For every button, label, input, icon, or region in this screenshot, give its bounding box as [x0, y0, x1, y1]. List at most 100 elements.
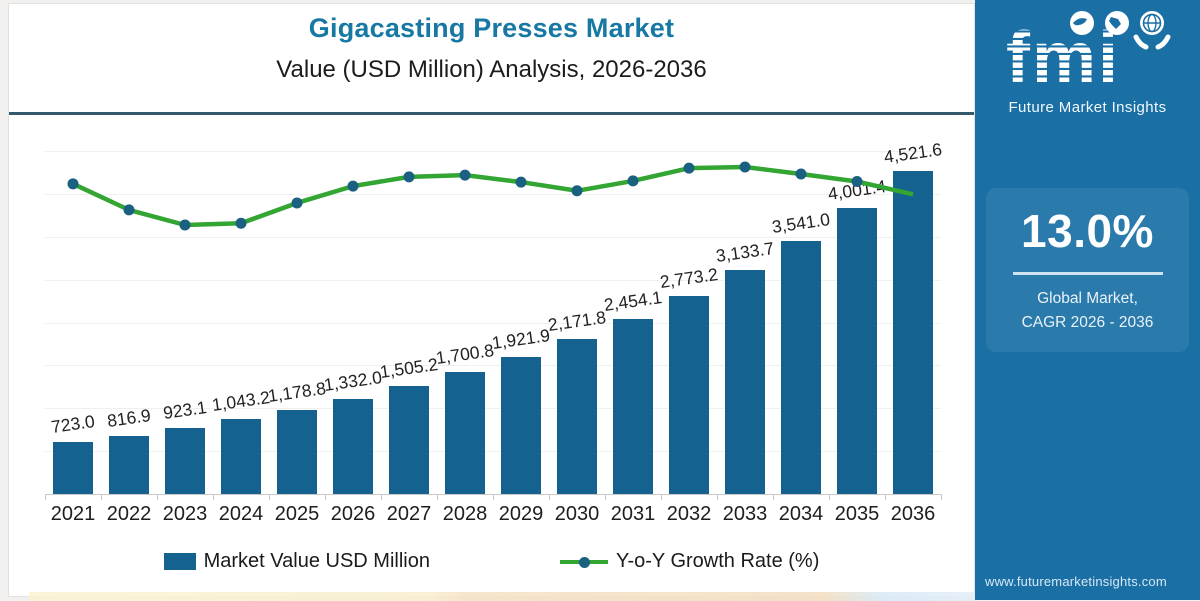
bar-series-swatch-icon [163, 553, 196, 570]
cagr-value: 13.0% [1021, 205, 1154, 257]
x-axis-tick [437, 494, 438, 500]
x-axis-tick [605, 494, 606, 500]
line-marker-2029 [515, 176, 527, 188]
line-series-swatch-icon [559, 553, 608, 570]
bar-2022 [109, 435, 149, 494]
bar-2029 [501, 356, 541, 494]
gridline [45, 236, 941, 238]
x-axis-tick [549, 494, 550, 500]
fmi-logo: fmi Future Market Insights [975, 10, 1200, 116]
bar-2028 [445, 372, 485, 494]
line-marker-2035 [851, 176, 863, 187]
chart-header: Gigacasting Presses Market Value (USD Mi… [9, 4, 974, 112]
cagr-caption-line1: Global Market, [1037, 289, 1138, 307]
line-marker-2031 [627, 175, 639, 187]
fmi-logo-wordmark: Future Market Insights [1008, 99, 1167, 116]
legend-label-line: Y-o-Y Growth Rate (%) [615, 550, 820, 572]
x-axis-tick [45, 494, 46, 500]
bar-2031 [613, 318, 653, 494]
bar-2027 [389, 386, 429, 494]
x-axis-labels: 2021 2022 2023 2024 2025 2026 2027 2028 2029 2030… [45, 503, 941, 526]
chart-card: Gigacasting Presses Market Value (USD Mi… [8, 3, 976, 601]
x-axis-label-2024: 2024 [218, 503, 264, 525]
bar-2032 [669, 295, 709, 494]
bar-2033 [725, 270, 765, 494]
brand-sidebar: fmi Future Market Insights 13.0% Global … [975, 0, 1200, 600]
line-marker-2025 [291, 197, 303, 209]
x-axis-label-2034: 2034 [778, 503, 824, 525]
x-axis-label-2025: 2025 [274, 503, 320, 525]
x-axis-label-2021: 2021 [50, 503, 96, 525]
bar-2036 [893, 170, 933, 494]
logo-globe-icons [1069, 11, 1170, 50]
gridline [45, 408, 941, 410]
x-axis-tick [493, 494, 494, 500]
x-axis-label-2030: 2030 [554, 503, 600, 525]
cagr-panel: 13.0% Global Market, CAGR 2026 - 2036 [986, 188, 1189, 352]
x-axis-tick [269, 494, 270, 500]
gridline [45, 322, 941, 324]
cagr-caption-line2: CAGR 2026 - 2036 [1021, 313, 1154, 331]
bar-2034 [781, 240, 821, 494]
x-axis-tick [213, 494, 214, 500]
line-marker-2024 [235, 217, 247, 229]
website-link[interactable]: www.futuremarketinsights.com [985, 574, 1167, 589]
gridline [45, 279, 941, 281]
x-axis-tick [829, 494, 830, 500]
line-marker-2033 [739, 161, 751, 173]
fmi-logo-icon: fmi [1006, 11, 1170, 98]
x-axis-label-2031: 2031 [610, 503, 656, 525]
line-marker-2028 [459, 169, 471, 181]
x-axis-tick [661, 494, 662, 500]
line-marker-2026 [347, 180, 359, 192]
bar-2025 [277, 409, 317, 494]
decorative-footer-strip [29, 592, 976, 601]
x-axis-tick [885, 494, 886, 500]
x-axis-tick [381, 494, 382, 500]
x-axis-label-2036: 2036 [890, 503, 936, 525]
gridline [45, 151, 941, 152]
x-axis-label-2035: 2035 [834, 503, 880, 525]
bar-2026 [333, 398, 373, 494]
line-marker-2032 [683, 162, 695, 174]
bar-2030 [557, 338, 597, 494]
x-axis-label-2029: 2029 [498, 503, 544, 525]
line-marker-2034 [795, 168, 807, 180]
legend-item-market-value: Market Value USD Million [163, 550, 430, 573]
growth-rate-line-chart [67, 161, 914, 231]
x-axis-tick [325, 494, 326, 500]
gridline [45, 365, 941, 367]
gridline [45, 451, 941, 453]
x-axis-tick [101, 494, 102, 500]
x-axis-label-2027: 2027 [386, 503, 432, 525]
header-divider-rule [9, 112, 974, 115]
bar-2024 [221, 419, 261, 494]
x-axis-label-2028: 2028 [442, 503, 488, 525]
line-marker-2027 [403, 171, 415, 183]
chart-legend: Market Value USD Million Y-o-Y Growth Ra… [9, 550, 974, 573]
bar-2021 [53, 442, 93, 494]
x-axis-tick [773, 494, 774, 500]
x-axis-label-2026: 2026 [330, 503, 376, 525]
chart-title: Gigacasting Presses Market [308, 13, 675, 43]
line-marker-2021 [67, 178, 79, 190]
x-axis-label-2022: 2022 [106, 503, 152, 525]
x-axis-label-2023: 2023 [162, 503, 208, 525]
plot-area: 723.0 816.9 923.1 1,043.2 1,178.8 1,332.0 1,50… [45, 126, 943, 500]
svg-text:fmi: fmi [1006, 18, 1120, 98]
gridline [45, 193, 941, 195]
x-axis-tick [717, 494, 718, 500]
bar-2035 [837, 208, 877, 494]
x-axis-label-2033: 2033 [722, 503, 768, 525]
bar-2023 [165, 428, 205, 494]
legend-label-bar: Market Value USD Million [203, 550, 430, 572]
x-axis-tick [941, 494, 942, 500]
legend-item-growth-rate: Y-o-Y Growth Rate (%) [559, 550, 820, 573]
cagr-caption: Global Market, CAGR 2026 - 2036 [986, 287, 1189, 335]
line-marker-2030 [571, 185, 583, 197]
x-axis-tick [157, 494, 158, 500]
cagr-divider [1012, 272, 1163, 275]
line-marker-2023 [179, 219, 191, 231]
x-axis-label-2032: 2032 [666, 503, 712, 525]
